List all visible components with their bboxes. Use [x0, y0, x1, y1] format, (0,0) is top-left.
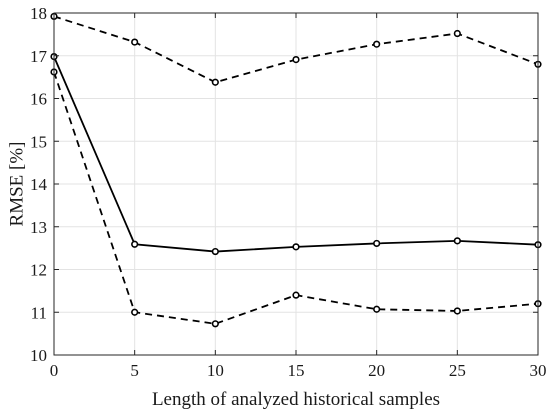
data-point — [131, 38, 139, 46]
data-point — [131, 240, 139, 248]
y-axis-label: RMSE [%] — [6, 142, 27, 227]
y-tick-label: 17 — [30, 47, 48, 66]
x-tick-label: 20 — [368, 361, 385, 380]
data-point — [373, 305, 381, 313]
data-point — [211, 247, 219, 256]
data-point — [292, 243, 300, 251]
data-point — [292, 55, 300, 64]
series-1 — [50, 53, 542, 256]
data-point — [292, 291, 300, 299]
y-axis-ticks: 10 11 12 13 14 15 16 17 18 — [30, 4, 538, 365]
series-2 — [50, 68, 542, 328]
data-point — [373, 40, 381, 48]
data-point — [453, 307, 461, 315]
grid — [53, 12, 539, 356]
x-tick-label: 15 — [288, 361, 305, 380]
x-tick-label: 30 — [530, 361, 547, 380]
data-point — [373, 239, 381, 248]
y-tick-label: 15 — [30, 132, 47, 151]
y-tick-label: 14 — [30, 175, 48, 194]
data-point — [453, 237, 461, 245]
y-tick-label: 18 — [30, 4, 47, 23]
data-point — [211, 320, 219, 328]
y-tick-label: 13 — [30, 218, 47, 237]
y-tick-label: 10 — [30, 346, 47, 365]
y-tick-label: 16 — [30, 90, 47, 109]
data-point — [453, 29, 461, 38]
y-tick-label: 12 — [30, 261, 47, 280]
data-point — [211, 78, 219, 86]
x-tick-label: 5 — [130, 361, 139, 380]
y-tick-label: 11 — [31, 303, 47, 322]
x-axis-ticks: 0 5 10 15 20 25 30 — [50, 13, 547, 380]
x-tick-label: 10 — [207, 361, 224, 380]
x-tick-label: 25 — [449, 361, 466, 380]
x-axis-label: Length of analyzed historical samples — [152, 389, 440, 410]
x-tick-label: 0 — [50, 361, 59, 380]
data-point — [131, 308, 139, 316]
